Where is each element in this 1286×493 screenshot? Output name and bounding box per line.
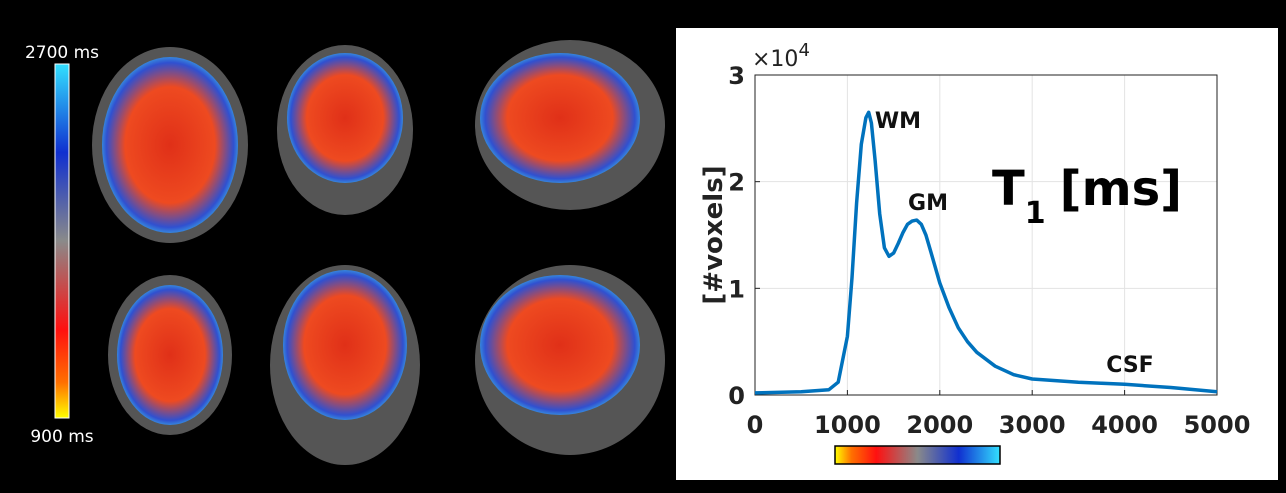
x-tick-label: 4000 xyxy=(1091,411,1158,439)
y-axis-label: [#voxels] xyxy=(699,165,729,304)
colorbar xyxy=(55,64,69,418)
x-axis-label-unit: [ms] xyxy=(1060,161,1182,217)
brain-slice xyxy=(283,270,407,420)
colorbar xyxy=(835,446,1000,464)
x-axis-label-main: T xyxy=(992,161,1025,217)
annotation: WM xyxy=(875,109,921,134)
y-tick-label: 2 xyxy=(728,169,745,197)
colorbar-label: 2700 ms xyxy=(25,43,99,63)
y-tick-label: 0 xyxy=(728,382,745,410)
annotation: CSF xyxy=(1106,353,1153,378)
brain-slice xyxy=(102,57,238,233)
colorbar-label: 900 ms xyxy=(30,427,93,447)
x-tick-label: 5000 xyxy=(1184,411,1251,439)
x-tick-label: 0 xyxy=(747,411,764,439)
x-axis-label-subscript: 1 xyxy=(1025,196,1046,231)
x-tick-label: 2000 xyxy=(906,411,973,439)
y-tick-label: 1 xyxy=(728,275,745,303)
annotation: GM xyxy=(908,191,948,216)
brain-slice xyxy=(117,285,223,425)
brain-slice xyxy=(480,275,640,415)
x-tick-label: 3000 xyxy=(999,411,1066,439)
figure: 2700 ms 900 ms 0 1000 2000 3000 4000 5000 0 1 2 3… xyxy=(0,0,1286,493)
y-tick-label: 3 xyxy=(728,62,745,90)
y-multiplier-exponent: 4 xyxy=(798,40,809,61)
brain-slice xyxy=(287,53,403,183)
x-tick-label: 1000 xyxy=(814,411,881,439)
y-multiplier-base: ×10 xyxy=(752,47,798,72)
brain-slice xyxy=(480,53,640,183)
